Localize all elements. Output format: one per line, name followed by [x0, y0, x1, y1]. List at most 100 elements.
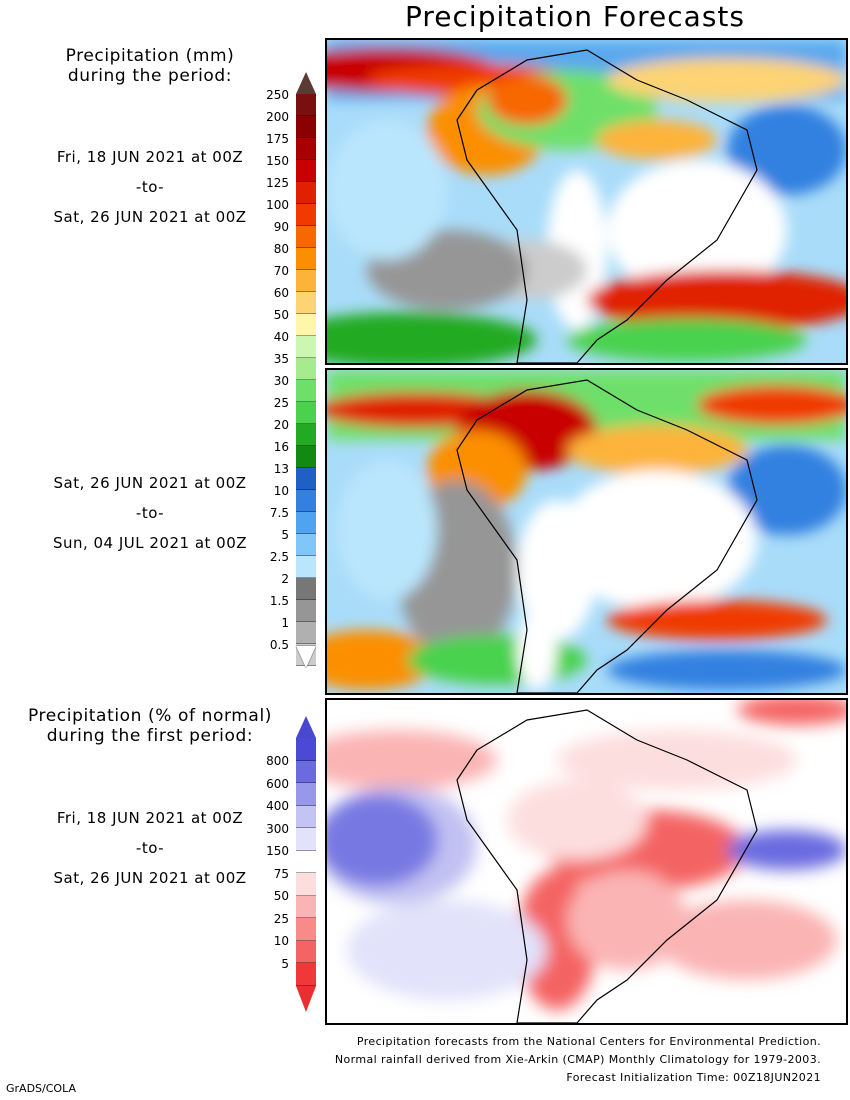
period-3-from: Fri, 18 JUN 2021 at 00Z	[56, 809, 244, 827]
legend-mm-heading: Precipitation (mm) during the period:	[0, 46, 300, 86]
colorbar-pct-swatch	[296, 805, 316, 828]
period-1-from: Fri, 18 JUN 2021 at 00Z	[56, 148, 244, 166]
colorbar-mm-tick-label: 40	[273, 330, 289, 344]
legend-mm-heading-line2: during the period:	[67, 66, 233, 86]
colorbar-mm-tick-label: 200	[266, 110, 289, 124]
colorbar-mm-tick-label: 10	[273, 484, 289, 498]
colorbar-mm-swatch	[296, 94, 316, 116]
colorbar-mm-swatch	[296, 204, 316, 226]
colorbar-pct-swatch	[296, 828, 316, 851]
colorbar-mm-tick-label: 150	[266, 154, 289, 168]
credit-label: GrADS/COLA	[6, 1082, 76, 1095]
colorbar-pct-swatch	[296, 940, 316, 963]
colorbar-mm-tick-label: 25	[273, 396, 289, 410]
colorbar-mm-tick-label: 2.5	[269, 550, 289, 564]
colorbar-pct	[296, 738, 316, 986]
precip-map-2	[327, 370, 846, 693]
colorbar-mm-swatch	[296, 402, 316, 424]
precip-map-1	[327, 40, 846, 363]
colorbar-mm-swatch	[296, 512, 316, 534]
period-1-label: Fri, 18 JUN 2021 at 00Z -to- Sat, 26 JUN…	[0, 148, 300, 238]
colorbar-mm-tick-label: 90	[273, 220, 289, 234]
footer-line-3: Forecast Initialization Time: 00Z18JUN20…	[566, 1071, 821, 1084]
colorbar-pct-bottom-arrow	[296, 986, 316, 1012]
colorbar-mm-tick-label: 50	[273, 308, 289, 322]
colorbar-mm-tick-label: 80	[273, 242, 289, 256]
colorbar-mm-swatch	[296, 160, 316, 182]
colorbar-pct-tick-label: 10	[273, 934, 289, 948]
colorbar-mm-tick-label: 60	[273, 286, 289, 300]
colorbar-mm-tick-label: 125	[266, 176, 289, 190]
colorbar-mm-tick-label: 250	[266, 88, 289, 102]
colorbar-mm-swatch	[296, 490, 316, 512]
colorbar-pct-top-arrow	[296, 716, 316, 738]
footer-notes: Precipitation forecasts from the Nationa…	[335, 1033, 821, 1087]
colorbar-mm-swatch	[296, 556, 316, 578]
colorbar-mm	[296, 94, 316, 666]
colorbar-mm-tick-label: 13	[273, 462, 289, 476]
colorbar-mm-tick-label: 0.5	[269, 638, 289, 652]
colorbar-mm-swatch	[296, 578, 316, 600]
colorbar-mm-tick-label: 16	[273, 440, 289, 454]
colorbar-mm-tick-label: 1.5	[269, 594, 289, 608]
colorbar-mm-tick-label: 20	[273, 418, 289, 432]
colorbar-mm-swatch	[296, 600, 316, 622]
colorbar-mm-swatch	[296, 182, 316, 204]
colorbar-mm-swatch	[296, 116, 316, 138]
colorbar-pct-tick-label: 800	[266, 754, 289, 768]
period-3-sep: -to-	[135, 839, 165, 857]
colorbar-mm-top-arrow	[296, 72, 316, 94]
colorbar-mm-swatch	[296, 446, 316, 468]
precip-percent-map	[327, 700, 846, 1023]
colorbar-pct-swatch	[296, 783, 316, 806]
colorbar-pct-swatch	[296, 873, 316, 896]
colorbar-pct-swatch	[296, 850, 316, 873]
colorbar-pct-tick-label: 150	[266, 844, 289, 858]
colorbar-pct-tick-label: 50	[273, 889, 289, 903]
period-2-to: Sun, 04 JUL 2021 at 00Z	[52, 534, 248, 552]
legend-pct-heading: Precipitation (% of normal) during the f…	[0, 706, 300, 746]
footer-line-2: Normal rainfall derived from Xie-Arkin (…	[334, 1053, 821, 1066]
colorbar-mm-bottom-arrow	[296, 646, 316, 668]
colorbar-mm-swatch	[296, 292, 316, 314]
colorbar-mm-swatch	[296, 358, 316, 380]
period-2-sep: -to-	[135, 504, 165, 522]
colorbar-mm-swatch	[296, 336, 316, 358]
colorbar-mm-swatch	[296, 534, 316, 556]
colorbar-mm-tick-label: 5	[281, 528, 289, 542]
period-1-sep: -to-	[135, 178, 165, 196]
colorbar-mm-swatch	[296, 468, 316, 490]
page-title: Precipitation Forecasts	[405, 0, 745, 33]
period-1-to: Sat, 26 JUN 2021 at 00Z	[53, 208, 247, 226]
colorbar-mm-swatch	[296, 270, 316, 292]
colorbar-pct-tick-label: 400	[266, 799, 289, 813]
colorbar-mm-tick-label: 175	[266, 132, 289, 146]
colorbar-mm-tick-label: 100	[266, 198, 289, 212]
colorbar-mm-swatch	[296, 248, 316, 270]
colorbar-mm-tick-label: 1	[281, 616, 289, 630]
colorbar-pct-swatch	[296, 918, 316, 941]
colorbar-pct-tick-label: 25	[273, 911, 289, 926]
colorbar-pct-swatch	[296, 963, 316, 986]
period-2-label: Sat, 26 JUN 2021 at 00Z -to- Sun, 04 JUL…	[0, 474, 300, 564]
colorbar-mm-swatch	[296, 138, 316, 160]
colorbar-pct-swatch	[296, 895, 316, 918]
period-2-from: Sat, 26 JUN 2021 at 00Z	[53, 474, 247, 492]
colorbar-mm-swatch	[296, 314, 316, 336]
colorbar-pct-swatch	[296, 738, 316, 761]
colorbar-mm-swatch	[296, 622, 316, 644]
colorbar-mm-tick-label: 35	[273, 352, 289, 366]
period-3-to: Sat, 26 JUN 2021 at 00Z	[53, 869, 247, 887]
colorbar-mm-swatch	[296, 226, 316, 248]
colorbar-mm-tick-label: 70	[273, 264, 289, 278]
period-3-label: Fri, 18 JUN 2021 at 00Z -to- Sat, 26 JUN…	[0, 809, 300, 899]
colorbar-pct-tick-label: 600	[266, 776, 289, 791]
colorbar-pct-tick-label: 75	[273, 866, 289, 881]
legend-mm-heading-line1: Precipitation (mm)	[65, 46, 235, 66]
colorbar-mm-swatch	[296, 380, 316, 402]
footer-line-1: Precipitation forecasts from the Nationa…	[356, 1035, 821, 1048]
colorbar-mm-swatch	[296, 424, 316, 446]
colorbar-pct-tick-label: 5	[281, 956, 289, 971]
legend-pct-heading-line2: during the first period:	[46, 726, 254, 746]
colorbar-pct-tick-label: 300	[266, 821, 289, 836]
